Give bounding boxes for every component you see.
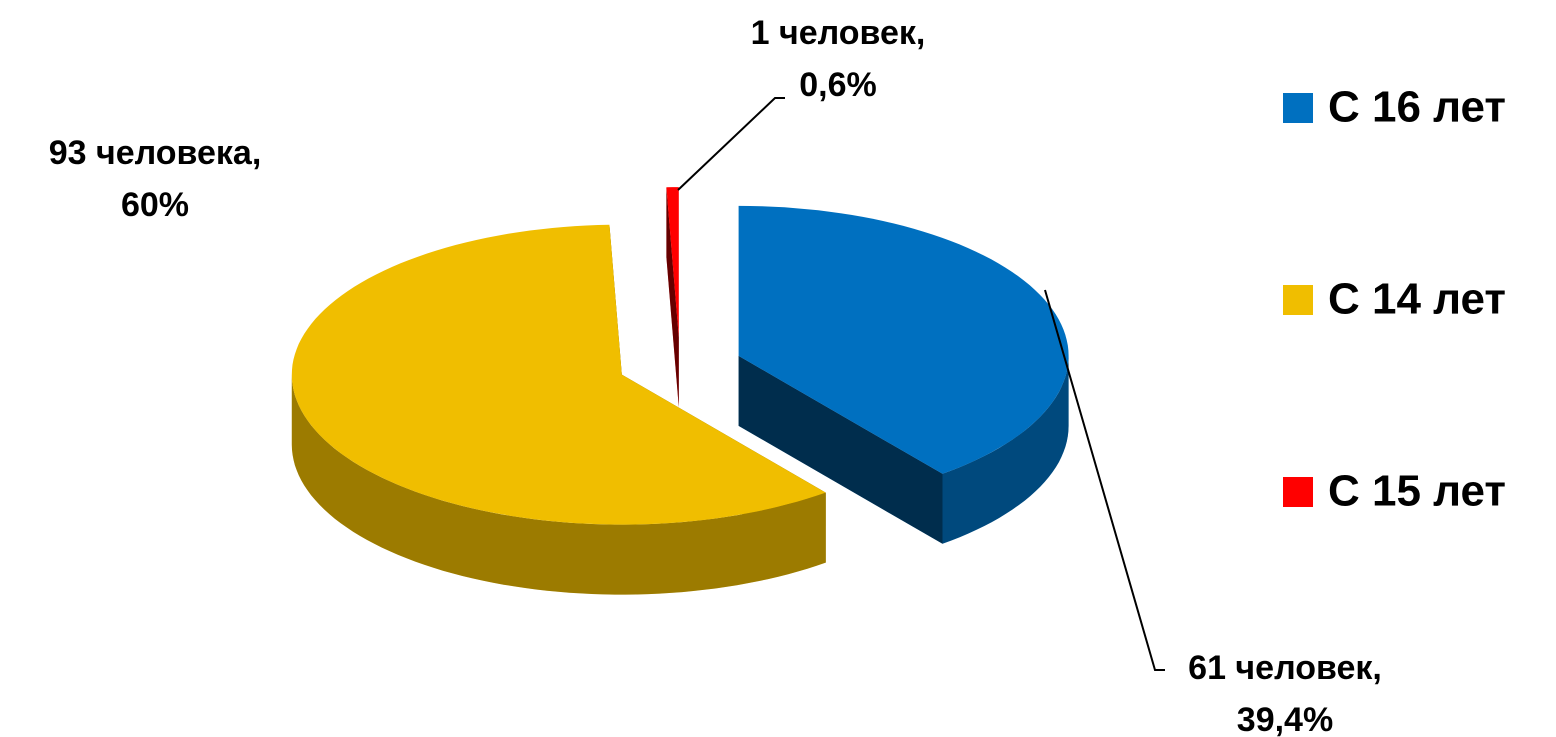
slice <box>738 205 1069 474</box>
slice-rim-shade <box>291 374 826 595</box>
slice-side <box>666 187 679 408</box>
slice-wall-shade <box>666 187 679 408</box>
slice <box>291 224 826 525</box>
slice-side <box>738 355 1069 544</box>
value-label: 0,6% <box>799 66 877 104</box>
legend-label: С 15 лет <box>1328 467 1506 516</box>
value-label: 60% <box>121 186 189 224</box>
slice-rim <box>291 374 826 595</box>
leader-line <box>1044 289 1165 671</box>
legend-swatch <box>1283 477 1313 507</box>
slice-rim <box>942 355 1069 544</box>
leader-line <box>677 97 785 191</box>
slice <box>666 187 679 338</box>
slice-wall-shade <box>738 355 943 544</box>
legend-label: С 14 лет <box>1328 275 1506 324</box>
legend-swatch <box>1283 93 1313 123</box>
legend-label: С 16 лет <box>1328 83 1506 132</box>
count-label: 61 человек, <box>1188 649 1382 687</box>
legend-swatch <box>1283 285 1313 315</box>
slice-rim-shade <box>942 355 1069 544</box>
value-label: 39,4% <box>1237 701 1333 737</box>
count-label: 1 человек, <box>751 14 926 52</box>
count-label: 93 человека, <box>49 134 262 172</box>
